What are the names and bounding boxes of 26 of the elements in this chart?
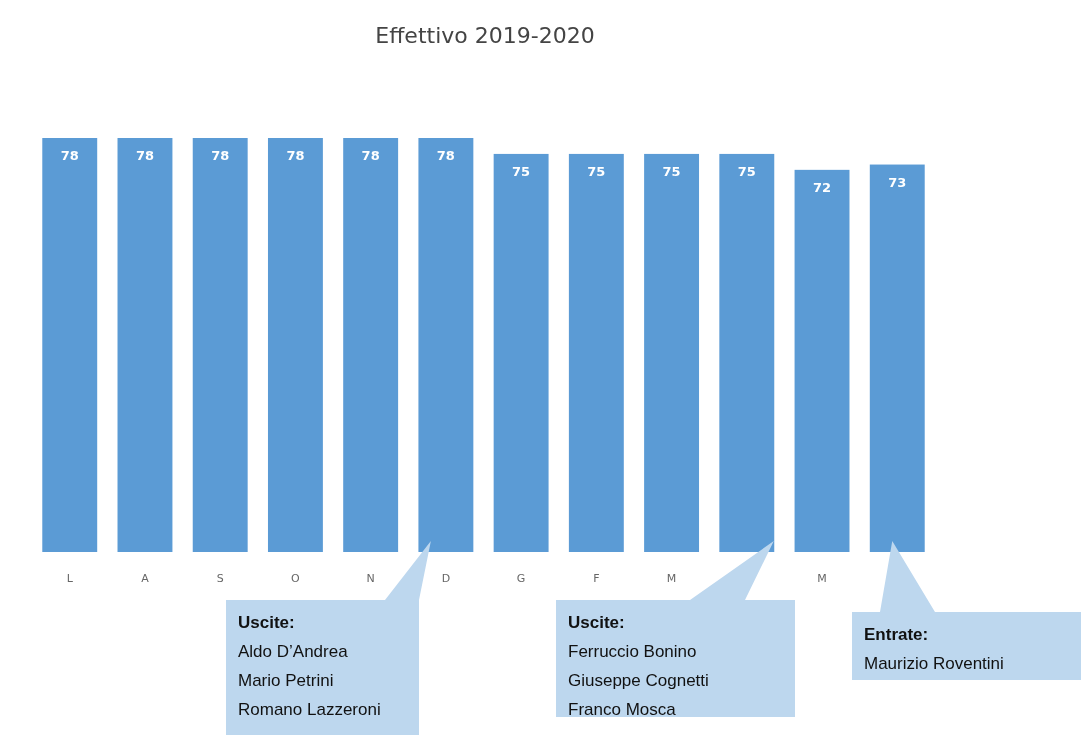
data-label: 78: [135, 148, 155, 163]
data-label: 78: [286, 148, 305, 163]
x-tick-label: M: [666, 572, 677, 585]
text: Uscite: Aldo D’Andrea Mario Petrini Romano Lazzeroni: [238, 613, 381, 719]
x-tick-label: S: [216, 572, 224, 585]
data-label: 78: [436, 148, 455, 163]
x-tick-label: O: [291, 572, 301, 585]
text: Uscite: Ferruccio Bonino Giuseppe Cognetti Franco Mosca: [568, 613, 709, 719]
data-label: 78: [211, 148, 230, 163]
data-label: 75: [737, 163, 756, 179]
data-label: 78: [361, 148, 380, 163]
x-tick-label: A: [141, 572, 150, 585]
x-tick-label: N: [366, 572, 375, 585]
text: Entrate: Maurizio Roventini: [864, 625, 1004, 673]
data-label: 75: [587, 163, 606, 179]
x-tick-label: G: [516, 572, 526, 585]
data-label: 73: [888, 174, 907, 190]
data-label: 72: [812, 179, 832, 195]
x-tick-label: D: [441, 572, 451, 585]
x-tick-label: L: [66, 572, 74, 585]
data-label: 78: [60, 148, 79, 163]
x-tick-label: F: [593, 572, 600, 585]
x-tick-label: M: [817, 572, 827, 585]
data-label: 75: [662, 163, 681, 179]
chart-title: Effettivo 2019-2020: [375, 23, 595, 48]
data-label: 75: [512, 163, 531, 179]
